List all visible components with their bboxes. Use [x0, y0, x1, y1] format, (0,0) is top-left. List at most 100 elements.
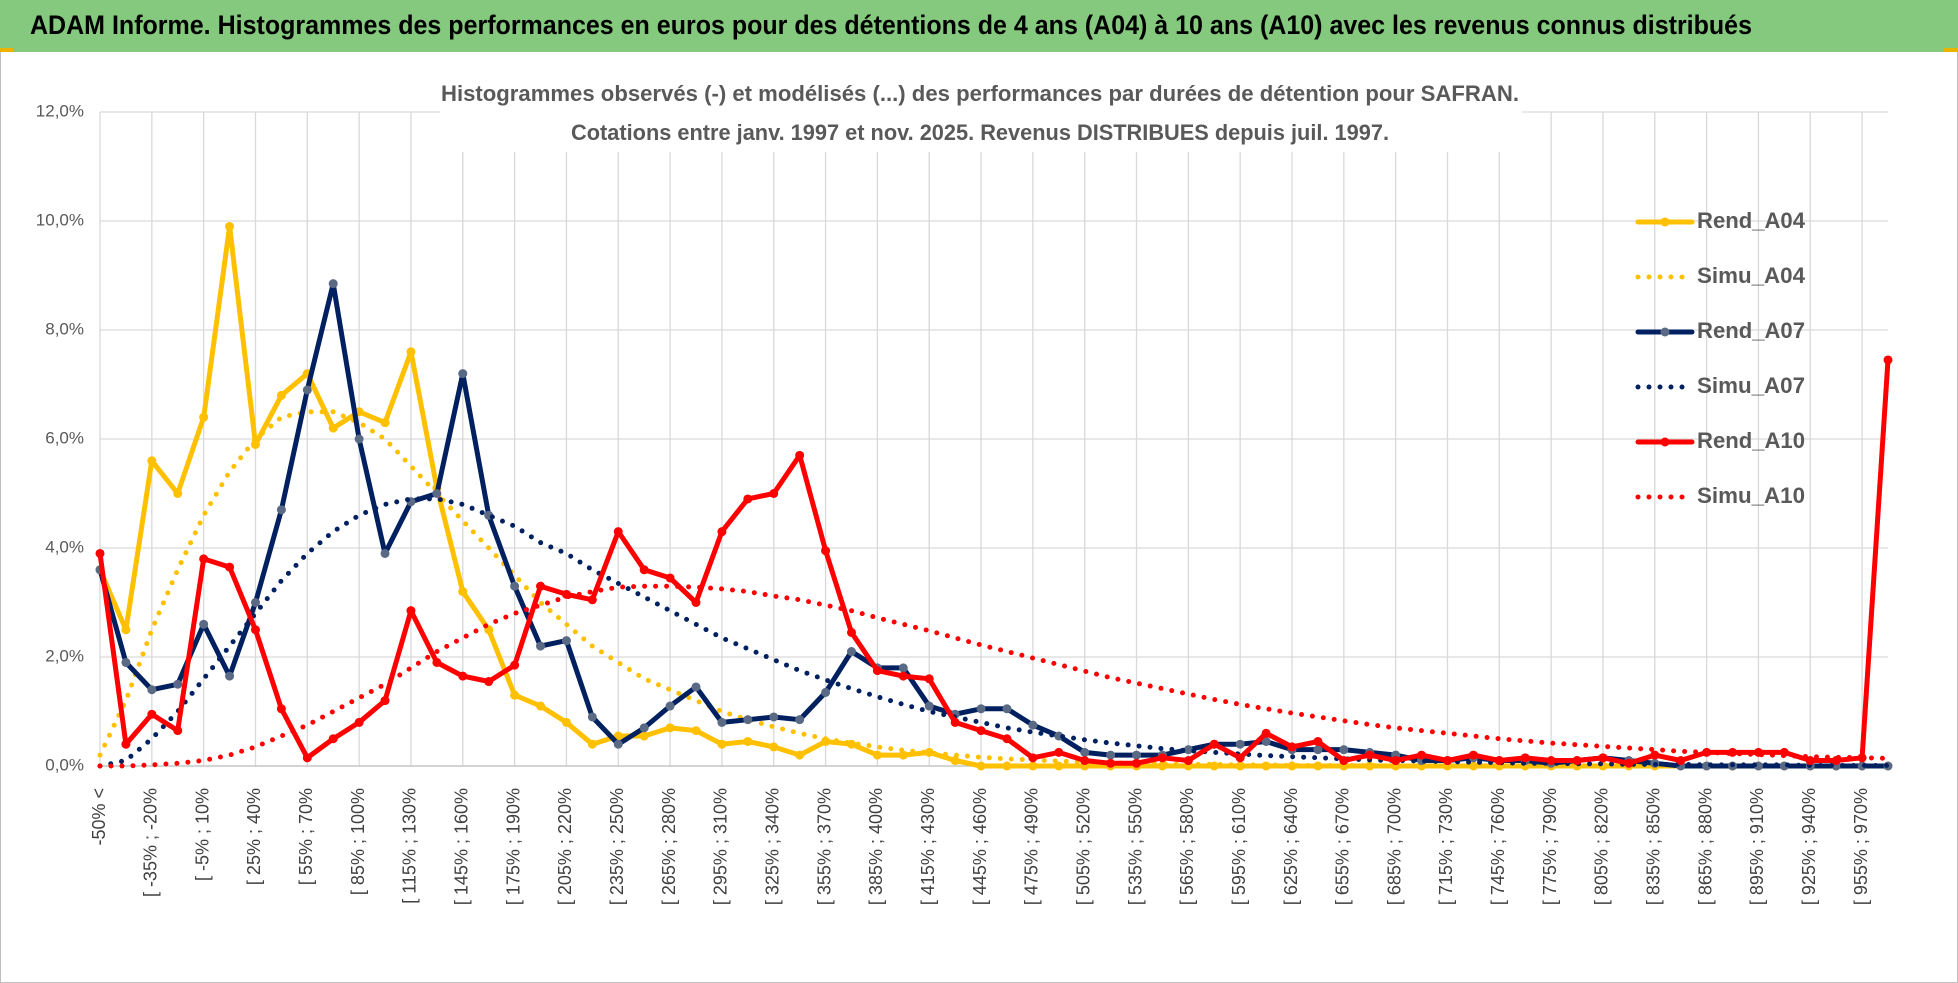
- x-tick-label: [ 565% ; 580%: [1177, 788, 1197, 905]
- y-tick-label: 6,0%: [45, 428, 84, 447]
- point: [639, 565, 649, 575]
- point: [536, 581, 546, 591]
- point: [121, 657, 131, 667]
- point: [691, 682, 701, 692]
- legend-label: Rend_A04: [1697, 208, 1806, 233]
- point: [536, 641, 546, 651]
- point: [1883, 355, 1893, 365]
- point: [976, 726, 986, 736]
- point: [1080, 756, 1090, 766]
- point: [276, 390, 286, 400]
- point: [1339, 756, 1349, 766]
- point: [1209, 739, 1219, 749]
- point: [898, 671, 908, 681]
- point: [1572, 756, 1582, 766]
- point: [1080, 747, 1090, 757]
- point: [1442, 756, 1452, 766]
- y-tick-label: 12,0%: [36, 101, 84, 120]
- x-tick-label: [ 865% ; 880%: [1695, 788, 1715, 905]
- x-tick-label: [ 745% ; 760%: [1488, 788, 1508, 905]
- point: [743, 736, 753, 746]
- x-tick-label: [ 955% ; 970%: [1851, 788, 1871, 905]
- point: [1365, 750, 1375, 760]
- point: [1028, 753, 1038, 763]
- point: [665, 723, 675, 733]
- point: [1365, 761, 1375, 771]
- point: [1132, 758, 1142, 768]
- header-title: ADAM Informe. Histogrammes des performan…: [30, 10, 1752, 40]
- point: [587, 739, 597, 749]
- x-tick-label: [ 685% ; 700%: [1384, 788, 1404, 905]
- legend-marker: [1660, 437, 1670, 447]
- point: [173, 489, 183, 498]
- point: [1287, 742, 1297, 752]
- point: [328, 734, 338, 744]
- grid: 0,0% 2,0% 4,0% 6,0% 8,0% 10,0% 12,0% -50% < [ -3…: [36, 101, 1888, 905]
- point: [1132, 750, 1142, 760]
- point: [924, 747, 934, 757]
- point: [225, 221, 235, 231]
- point: [458, 369, 468, 379]
- point: [1261, 736, 1271, 746]
- x-tick-label: [ 595% ; 610%: [1229, 788, 1249, 905]
- plot: [95, 221, 1893, 771]
- point: [924, 701, 934, 711]
- point: [432, 657, 442, 667]
- point: [302, 385, 312, 395]
- point: [121, 739, 131, 749]
- point: [328, 423, 338, 433]
- point: [795, 715, 805, 725]
- x-tick-label: [ 55% ; 70%: [296, 788, 316, 885]
- point: [1287, 761, 1297, 771]
- x-tick-label: [ 655% ; 670%: [1333, 788, 1353, 905]
- x-tick-label: [ 385% ; 400%: [866, 788, 886, 905]
- point: [872, 750, 882, 760]
- point: [1313, 736, 1323, 746]
- point: [795, 750, 805, 760]
- point: [691, 726, 701, 736]
- model-line: [97, 409, 1891, 769]
- chart-subtitle: Cotations entre janv. 1997 et nov. 2025.…: [571, 120, 1389, 145]
- point: [328, 279, 338, 289]
- point: [587, 712, 597, 722]
- point: [872, 666, 882, 676]
- y-tick-label: 8,0%: [45, 319, 84, 338]
- point: [717, 739, 727, 749]
- legend-label: Rend_A07: [1697, 318, 1805, 343]
- point: [1546, 756, 1556, 766]
- x-tick-label: [ 535% ; 550%: [1125, 788, 1145, 905]
- y-tick-label: 10,0%: [36, 210, 84, 229]
- x-tick-label: [ 805% ; 820%: [1592, 788, 1612, 905]
- point: [613, 527, 623, 537]
- point: [1676, 756, 1686, 766]
- point: [1054, 747, 1064, 757]
- x-tick-label: [ 505% ; 520%: [1073, 788, 1093, 905]
- point: [250, 598, 260, 607]
- point: [587, 595, 597, 605]
- point: [1520, 753, 1530, 763]
- legend-label: Simu_A04: [1697, 263, 1806, 288]
- point: [561, 636, 571, 646]
- point: [1391, 756, 1401, 766]
- point: [950, 717, 960, 727]
- point: [561, 717, 571, 727]
- x-tick-label: [ 475% ; 490%: [1022, 788, 1042, 905]
- y-tick-label: 0,0%: [45, 755, 84, 774]
- point: [1002, 704, 1012, 714]
- x-tick-label: [ 295% ; 310%: [711, 788, 731, 905]
- x-tick-label: [ 175% ; 190%: [503, 788, 523, 905]
- point: [613, 739, 623, 749]
- x-tick-label: [ -5% ; 10%: [192, 788, 212, 881]
- legend-marker: [1660, 327, 1670, 337]
- point: [846, 647, 856, 657]
- point: [795, 450, 805, 460]
- point: [1468, 750, 1478, 760]
- chart-title: Histogrammes observés (-) et modélisés (…: [441, 81, 1519, 106]
- point: [1028, 761, 1038, 771]
- point: [639, 731, 649, 741]
- point: [510, 690, 520, 700]
- x-tick-label: [ 205% ; 220%: [555, 788, 575, 905]
- model-line: [97, 583, 1891, 769]
